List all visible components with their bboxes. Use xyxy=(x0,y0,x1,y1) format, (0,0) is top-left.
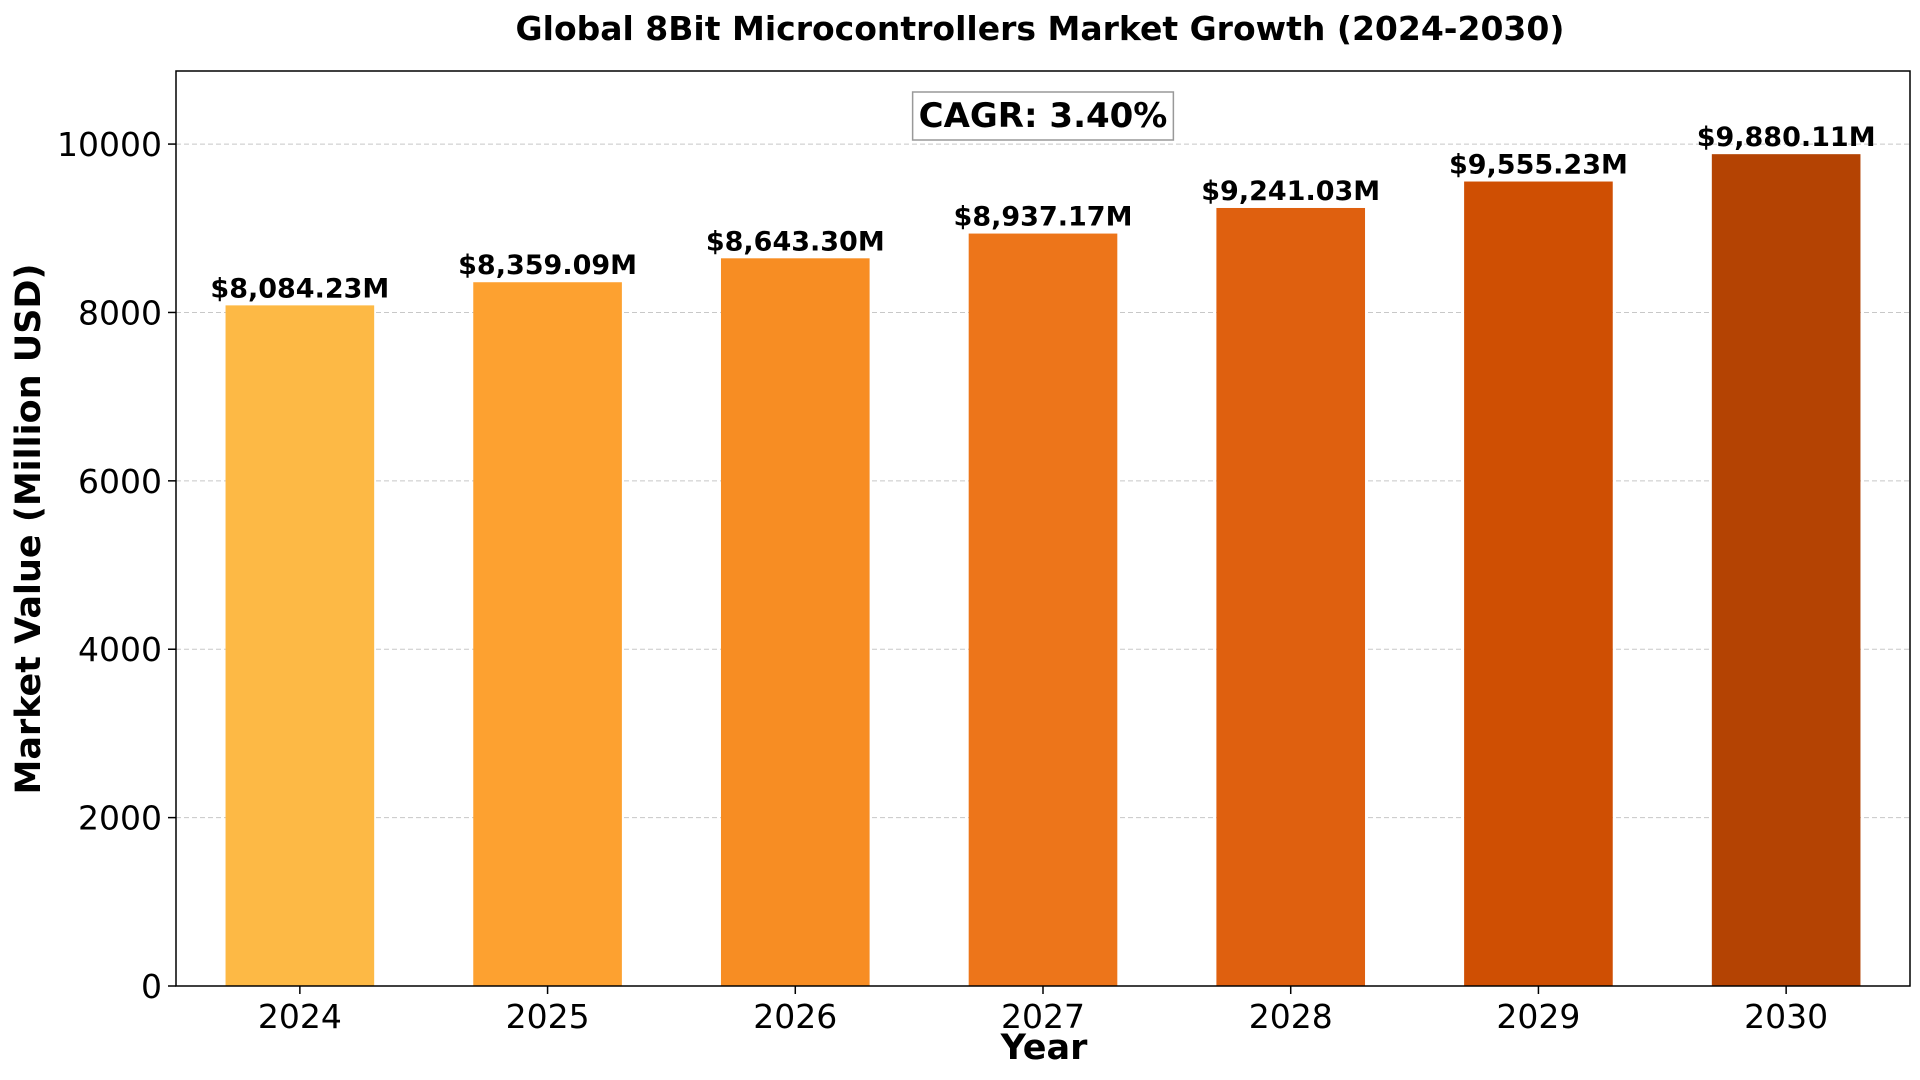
x-tick-label-2030: 2030 xyxy=(1744,997,1828,1036)
data-label-2027: $8,937.17M xyxy=(954,202,1133,233)
data-label-2030: $9,880.11M xyxy=(1697,122,1876,153)
data-labels: $8,084.23M $8,359.09M $8,643.30M $8,937.17M… xyxy=(210,122,1875,304)
bar-2030 xyxy=(1711,154,1861,987)
data-label-2028: $9,241.03M xyxy=(1201,176,1380,207)
x-tick-label-2025: 2025 xyxy=(506,997,590,1036)
data-label-2024: $8,084.23M xyxy=(210,273,389,304)
y-tick-label: 8000 xyxy=(78,293,162,332)
bar-2025 xyxy=(473,282,622,986)
x-tick-label-2027: 2027 xyxy=(1001,997,1085,1036)
data-label-2025: $8,359.09M xyxy=(458,250,637,281)
plot-frame xyxy=(175,70,1911,987)
x-tick-label-2028: 2028 xyxy=(1249,997,1333,1036)
cagr-annotation-text: CAGR: 3.40% xyxy=(919,96,1168,136)
bar-2026 xyxy=(720,258,870,986)
bar-2028 xyxy=(1216,207,1366,987)
x-axis-label: Year xyxy=(1000,1028,1088,1068)
bar-2027 xyxy=(968,233,1118,987)
x-tick-label-2026: 2026 xyxy=(753,997,837,1036)
y-axis-label: Market Value (Million USD) xyxy=(9,264,49,795)
bar-2024 xyxy=(225,305,375,986)
bar-2029 xyxy=(1464,181,1613,986)
data-label-2026: $8,643.30M xyxy=(706,226,885,257)
x-axis-ticks: 2024 2025 2026 2027 2028 2029 2030 xyxy=(258,986,1828,1036)
data-label-2029: $9,555.23M xyxy=(1449,150,1628,181)
y-tick-label: 4000 xyxy=(78,630,162,669)
cagr-annotation-box xyxy=(911,91,1175,141)
bars xyxy=(225,154,1861,987)
y-tick-label: 0 xyxy=(141,967,162,1006)
y-tick-label: 10000 xyxy=(57,125,162,164)
chart-title: Global 8Bit Microcontrollers Market Grow… xyxy=(516,9,1565,48)
y-axis-ticks: 0 2000 4000 6000 8000 10000 xyxy=(57,125,176,1006)
x-tick-label-2024: 2024 xyxy=(258,997,342,1036)
x-tick-label-2029: 2029 xyxy=(1496,997,1580,1036)
y-tick-label: 6000 xyxy=(78,462,162,501)
y-tick-label: 2000 xyxy=(78,799,162,838)
cagr-annotation: CAGR: 3.40% xyxy=(911,91,1175,141)
